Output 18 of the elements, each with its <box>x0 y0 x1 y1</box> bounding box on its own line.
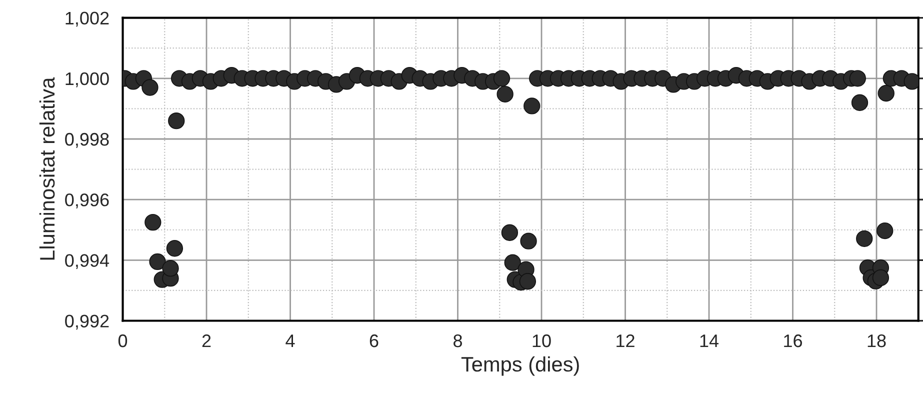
x-tick-label: 6 <box>370 334 378 348</box>
x-tick-label: 18 <box>868 334 886 348</box>
x-tick-label: 4 <box>286 334 295 348</box>
y-tick-label: 1,000 <box>66 72 109 88</box>
x-axis-title: Temps (dies) <box>461 356 579 376</box>
x-tick-label: 10 <box>532 334 551 348</box>
y-tick-label: 0,994 <box>65 254 110 270</box>
y-axis-title: Lluminositat relativa <box>39 77 55 260</box>
y-tick-label: 0,998 <box>65 132 109 148</box>
y-tick-label: 0,996 <box>65 194 109 208</box>
y-tick-label: 1,002 <box>66 12 109 27</box>
x-tick-label: 16 <box>784 334 802 348</box>
x-tick-label: 14 <box>700 334 719 348</box>
x-tick-label: 0 <box>118 334 128 348</box>
x-tick-label: 8 <box>454 334 462 348</box>
x-tick-label: 12 <box>616 334 634 348</box>
y-tick-label: 0,992 <box>65 314 109 330</box>
x-tick-label: 2 <box>202 334 211 348</box>
